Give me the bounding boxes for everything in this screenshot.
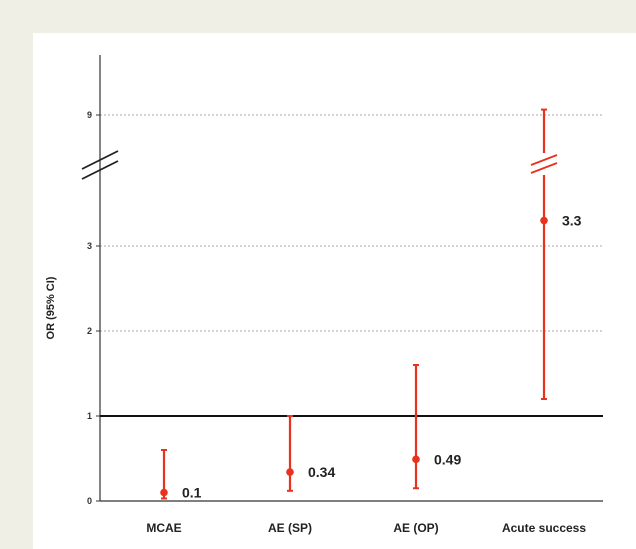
point-estimate [160, 488, 168, 497]
x-category-label-2: AE (SP) [268, 521, 312, 535]
value-label: 0.34 [308, 464, 335, 480]
point-estimate [412, 455, 420, 464]
data-point-1: 0.1 [160, 449, 202, 501]
point-estimate [286, 468, 294, 476]
gridlines [100, 114, 603, 332]
y-tick-label-0: 0 [87, 496, 92, 506]
data-marks: 0.1 0.34 0.49 3.3 [160, 108, 582, 501]
x-category-label-4: Acute success [502, 521, 586, 535]
point-estimate [540, 216, 548, 225]
axis-break-marks [81, 150, 119, 180]
series-break-line-2 [530, 162, 558, 174]
series-break-marks [530, 153, 558, 175]
value-label: 0.49 [434, 451, 461, 467]
value-label: 3.3 [562, 213, 582, 229]
y-axis-break-mark-2 [81, 160, 119, 180]
x-category-labels: MCAE AE (SP) AE (OP) Acute success [146, 521, 586, 535]
y-tick-label-1: 1 [87, 411, 92, 421]
data-point-2: 0.34 [286, 415, 335, 492]
data-point-4: 3.3 [530, 108, 582, 400]
chart-panel: 0 1 2 3 9 0.1 0.34 0.49 3.3 MCAE AE (SP) AE (OP) A… [33, 33, 636, 549]
x-category-label-1: MCAE [146, 521, 181, 535]
data-point-3: 0.49 [412, 364, 461, 490]
series-break-line-1 [530, 154, 558, 166]
series-break-gap [530, 153, 558, 175]
y-axis-label: OR (95% CI) [45, 276, 57, 339]
y-tick-label-3: 3 [87, 241, 92, 251]
axes [96, 55, 603, 502]
y-tick-labels: 0 1 2 3 9 [87, 110, 92, 506]
y-tick-label-9: 9 [87, 110, 92, 120]
y-tick-label-2: 2 [87, 326, 92, 336]
y-axis-break-mark-1 [81, 150, 119, 170]
value-label: 0.1 [182, 485, 202, 501]
x-category-label-3: AE (OP) [393, 521, 438, 535]
or-forest-chart: 0 1 2 3 9 0.1 0.34 0.49 3.3 MCAE AE (SP) AE (OP) A… [45, 55, 603, 535]
